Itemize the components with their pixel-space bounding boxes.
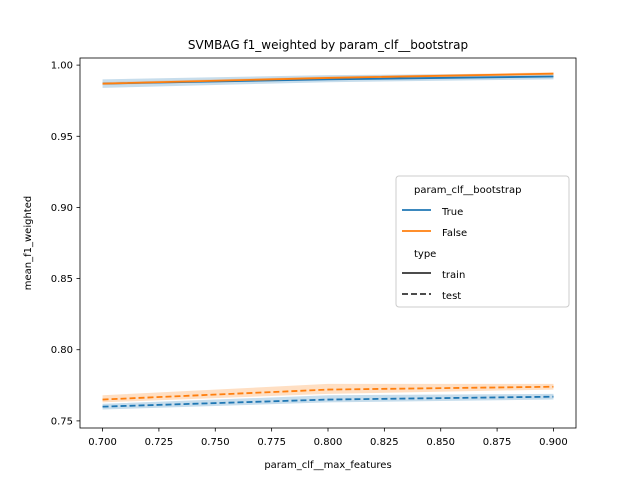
y-tick-label: 0.90	[51, 203, 73, 214]
legend: param_clf__bootstrap True False type tra…	[395, 175, 570, 308]
y-tick-label: 0.80	[51, 345, 73, 356]
chart-title: SVMBAG f1_weighted by param_clf__bootstr…	[188, 38, 468, 52]
y-tick-label: 0.95	[51, 132, 73, 143]
legend-true-label: True	[441, 207, 463, 218]
legend-hue-title: param_clf__bootstrap	[414, 185, 521, 196]
x-tick-label: 0.775	[257, 437, 286, 448]
x-tick-label: 0.900	[539, 437, 568, 448]
legend-train-label: train	[442, 270, 465, 281]
line-false-train	[102, 72, 554, 85]
x-tick-label: 0.800	[314, 437, 343, 448]
x-axis-ticks: 0.700 0.725 0.750 0.775 0.800 0.825 0.850 0.875…	[88, 428, 568, 448]
y-axis-ticks: 0.75 0.80 0.85 0.90 0.95 1.00	[51, 61, 80, 427]
x-axis-label: param_clf__max_features	[264, 460, 391, 471]
series-lines	[102, 72, 554, 408]
y-tick-label: 0.75	[51, 416, 73, 427]
legend-test-label: test	[442, 291, 461, 302]
x-tick-label: 0.825	[370, 437, 399, 448]
x-tick-label: 0.700	[88, 437, 117, 448]
x-tick-label: 0.725	[145, 437, 174, 448]
y-tick-label: 1.00	[51, 61, 73, 72]
x-tick-label: 0.850	[426, 437, 455, 448]
y-tick-label: 0.85	[51, 274, 73, 285]
x-tick-label: 0.875	[483, 437, 512, 448]
legend-false-label: False	[442, 228, 467, 239]
legend-style-title: type	[414, 249, 436, 260]
line-false-test	[102, 385, 554, 401]
legend-box	[395, 175, 570, 308]
line-true-test	[102, 395, 554, 408]
x-tick-label: 0.750	[201, 437, 230, 448]
y-axis-label: mean_f1_weighted	[23, 196, 34, 290]
